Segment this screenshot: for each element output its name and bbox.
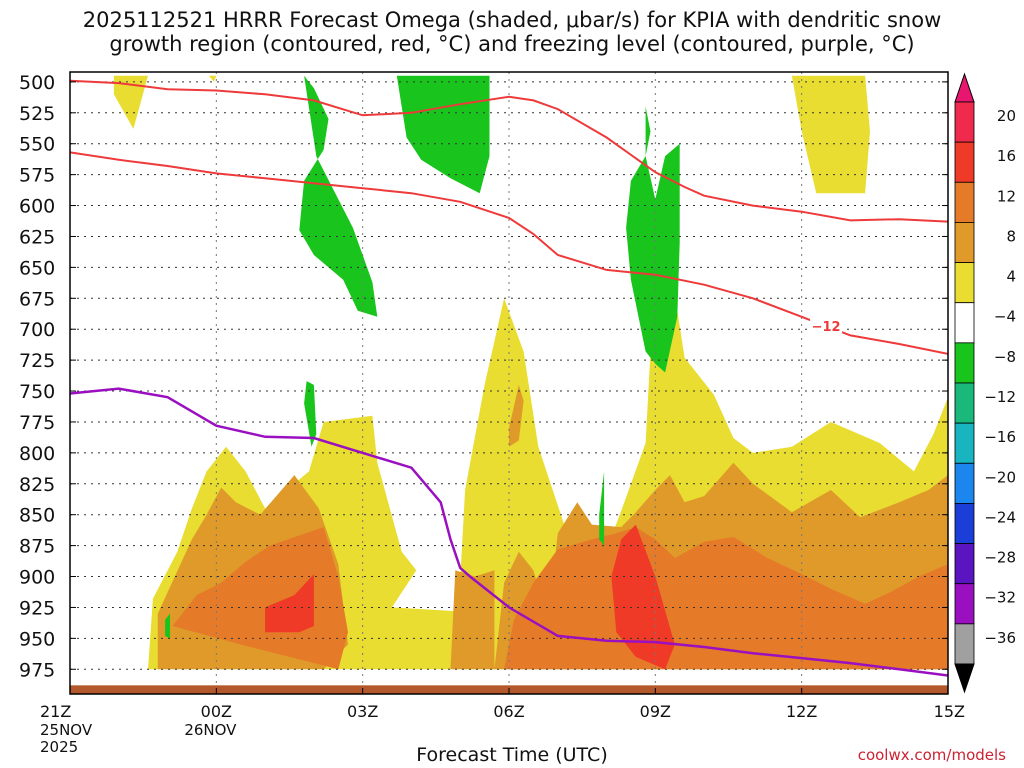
y-tick-label-12: 800	[19, 443, 55, 465]
y-tick-label-17: 925	[19, 597, 55, 619]
y-tick-label-11: 775	[19, 412, 55, 434]
colorbar-band-0	[954, 101, 975, 143]
colorbar-label-8: −16	[984, 428, 1016, 446]
colorbar-band-2	[954, 181, 975, 223]
omega-region-2	[791, 75, 870, 194]
omega-region-5	[450, 570, 495, 670]
plot-layer: −12	[70, 72, 948, 694]
x-tick-label-5: 12Z	[786, 702, 817, 721]
omega-region-12	[299, 75, 378, 317]
x-tick-label-0: 21Z	[40, 702, 71, 721]
colorbar-label-3: 8	[1006, 227, 1016, 245]
y-tick-label-7: 675	[19, 288, 55, 310]
colorbar-band-1	[954, 141, 975, 183]
colorbar-band-6	[954, 342, 975, 384]
colorbar-top-cap	[954, 72, 975, 103]
colorbar-bottom-cap	[954, 663, 975, 694]
x-tick-label-6: 15Z	[934, 702, 965, 721]
colorbar-band-11	[954, 543, 975, 585]
colorbar-label-10: −24	[984, 508, 1016, 526]
chart-title-line2: growth region (contoured, red, °C) and f…	[109, 32, 915, 56]
omega-region-17	[599, 471, 605, 546]
colorbar-label-6: −8	[994, 348, 1016, 366]
date-label-0-0: 25NOV	[40, 721, 93, 739]
dgz-contour-1	[70, 151, 948, 355]
omega-region-10	[611, 524, 675, 670]
y-tick-label-16: 900	[19, 567, 55, 589]
colorbar-label-11: −28	[984, 549, 1016, 567]
chart-title-line1: 2025112521 HRRR Forecast Omega (shaded, …	[82, 8, 942, 32]
colorbar-label-7: −12	[984, 388, 1016, 406]
y-tick-label-9: 725	[19, 350, 55, 372]
omega-region-7	[509, 384, 524, 447]
dgz-label-bg-1	[810, 318, 843, 334]
freezing-level-line	[70, 387, 948, 677]
y-tick-label-18: 950	[19, 628, 55, 650]
colorbar-band-12	[954, 583, 975, 625]
colorbar-band-8	[954, 422, 975, 464]
x-axis-title: Forecast Time (UTC)	[416, 744, 608, 766]
colorbar-label-0: 20	[997, 107, 1016, 125]
colorbar-label-13: −36	[984, 629, 1016, 647]
colorbar-label-1: 16	[997, 147, 1016, 165]
omega-region-1	[209, 75, 217, 82]
omega-region-14	[626, 143, 680, 373]
y-tick-label-13: 825	[19, 474, 55, 496]
y-tick-label-1: 525	[19, 103, 55, 125]
colorbar-band-7	[954, 382, 975, 424]
colorbar-band-5	[954, 302, 975, 344]
date-label-0-1: 2025	[40, 738, 78, 756]
omega-region-11	[265, 574, 314, 633]
colorbar-label-12: −32	[984, 589, 1016, 607]
dgz-contour-0	[70, 79, 948, 223]
colorbar-label-4: 4	[1006, 268, 1016, 286]
credit-text[interactable]: coolwx.com/models	[857, 746, 1006, 764]
omega-region-0	[113, 75, 148, 129]
x-tick-label-1: 00Z	[201, 702, 232, 721]
colorbar-band-3	[954, 222, 975, 263]
x-tick-label-2: 03Z	[347, 702, 378, 721]
omega-region-15	[645, 106, 651, 157]
y-tick-label-8: 700	[19, 319, 55, 341]
y-tick-label-10: 750	[19, 381, 55, 403]
omega-region-18	[165, 613, 170, 639]
colorbar-label-9: −20	[984, 468, 1016, 486]
y-tick-label-0: 500	[19, 72, 55, 94]
omega-region-16	[304, 381, 317, 447]
x-tick-label-3: 06Z	[493, 702, 524, 721]
colorbar-label-5: −4	[994, 308, 1016, 326]
date-label-1-0: 26NOV	[184, 721, 237, 739]
dgz-contour-label-1: −12	[812, 320, 841, 335]
y-tick-label-19: 975	[19, 659, 55, 681]
y-tick-label-5: 625	[19, 226, 55, 248]
y-tick-label-14: 850	[19, 505, 55, 527]
colorbar-band-9	[954, 462, 975, 504]
colorbar-band-13	[954, 623, 975, 665]
y-tick-label-15: 875	[19, 536, 55, 558]
omega-region-13	[396, 75, 490, 194]
y-tick-label-3: 575	[19, 165, 55, 187]
colorbar-band-4	[954, 262, 975, 304]
y-tick-label-4: 600	[19, 196, 55, 218]
y-tick-label-2: 550	[19, 134, 55, 156]
x-tick-label-4: 09Z	[640, 702, 671, 721]
colorbar-band-10	[954, 503, 975, 544]
y-tick-label-6: 650	[19, 257, 55, 279]
colorbar-label-2: 12	[997, 187, 1016, 205]
